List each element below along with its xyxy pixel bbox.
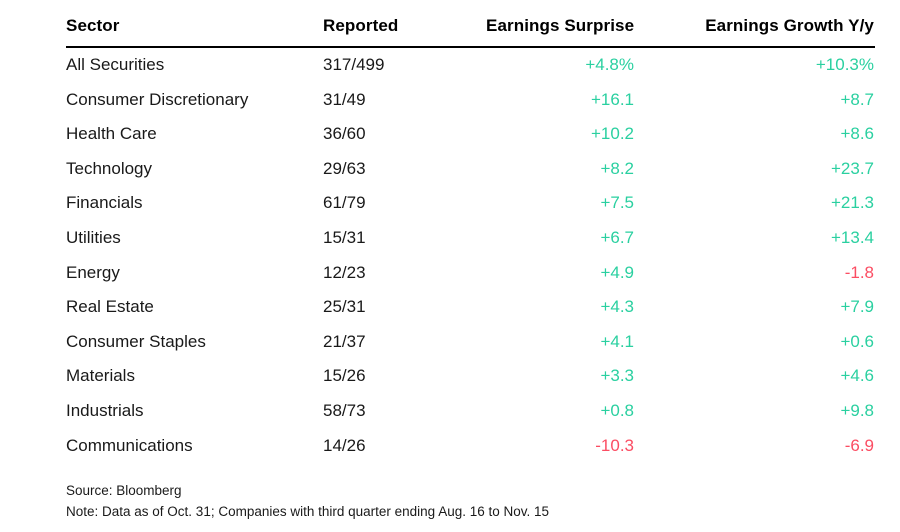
earnings-growth-cell: +10.3% [815,55,874,74]
sector-cell: Energy [66,262,120,282]
sector-cell: Communications [66,435,193,455]
table-header-row: Sector Reported Earnings Surprise Earnin… [66,16,875,48]
earnings-surprise-cell: +3.3 [600,366,634,386]
earnings-surprise-cell: +6.7 [600,227,634,247]
sector-cell: Consumer Staples [66,331,206,351]
column-header-sector: Sector [66,16,120,35]
sector-cell: Utilities [66,227,121,247]
sector-cell: Health Care [66,124,157,144]
source-text: Source: Bloomberg [66,483,182,499]
reported-cell: 317/499 [323,55,385,74]
table-row: Materials 15/26 +3.3 +4.6 [66,359,875,394]
earnings-growth-cell: +13.4 [830,227,874,247]
earnings-growth-cell: +4.6 [840,366,874,386]
earnings-growth-cell: -1.8 [844,262,874,282]
reported-cell: 15/26 [323,366,366,386]
table-footer: Source: Bloomberg Note: Data as of Oct. … [66,480,875,522]
reported-cell: 36/60 [323,124,366,144]
reported-cell: 21/37 [323,331,366,351]
sector-cell: Industrials [66,400,144,420]
reported-cell: 58/73 [323,400,366,420]
column-header-earnings-surprise: Earnings Surprise [486,16,635,35]
table-row: Consumer Discretionary 31/49 +16.1 +8.7 [66,83,875,118]
note-text: Note: Data as of Oct. 31; Companies with… [66,504,550,520]
reported-cell: 14/26 [323,435,366,455]
sector-cell: Financials [66,193,143,213]
earnings-growth-cell: -6.9 [844,435,874,455]
earnings-growth-cell: +8.6 [840,124,874,144]
table-row: All Securities 317/499 +4.8% +10.3% [66,48,875,83]
earnings-surprise-cell: +4.9 [600,262,634,282]
column-header-earnings-growth: Earnings Growth Y/y [705,16,874,35]
earnings-surprise-cell: +7.5 [600,193,634,213]
sector-cell: Consumer Discretionary [66,89,249,109]
reported-cell: 61/79 [323,193,366,213]
table-body: All Securities 317/499 +4.8% +10.3% Cons… [66,48,875,463]
earnings-growth-cell: +7.9 [840,297,874,317]
earnings-growth-cell: +0.6 [840,331,874,351]
table-row: Communications 14/26 -10.3 -6.9 [66,429,875,464]
sector-cell: Materials [66,366,135,386]
column-header-reported: Reported [323,16,399,35]
sector-cell: All Securities [66,55,165,74]
sector-cell: Technology [66,158,153,178]
earnings-surprise-cell: +4.8% [585,55,634,74]
earnings-surprise-cell: -10.3 [595,435,634,455]
earnings-surprise-cell: +0.8 [600,400,634,420]
earnings-surprise-cell: +4.1 [600,331,634,351]
earnings-growth-cell: +9.8 [840,400,874,420]
table-row: Real Estate 25/31 +4.3 +7.9 [66,290,875,325]
table-row: Energy 12/23 +4.9 -1.8 [66,256,875,291]
reported-cell: 29/63 [323,158,366,178]
earnings-surprise-cell: +4.3 [600,297,634,317]
sector-cell: Real Estate [66,297,154,317]
table-row: Technology 29/63 +8.2 +23.7 [66,152,875,187]
table-row: Health Care 36/60 +10.2 +8.6 [66,117,875,152]
earnings-growth-cell: +21.3 [830,193,874,213]
reported-cell: 12/23 [323,262,366,282]
earnings-surprise-cell: +10.2 [590,124,634,144]
table-row: Financials 61/79 +7.5 +21.3 [66,186,875,221]
earnings-surprise-cell: +8.2 [600,158,634,178]
table-row: Utilities 15/31 +6.7 +13.4 [66,221,875,256]
earnings-growth-cell: +8.7 [840,89,874,109]
table-row: Industrials 58/73 +0.8 +9.8 [66,394,875,429]
reported-cell: 15/31 [323,227,366,247]
table-row: Consumer Staples 21/37 +4.1 +0.6 [66,325,875,360]
reported-cell: 31/49 [323,89,366,109]
earnings-growth-cell: +23.7 [830,158,874,178]
reported-cell: 25/31 [323,297,366,317]
earnings-surprise-cell: +16.1 [590,89,634,109]
